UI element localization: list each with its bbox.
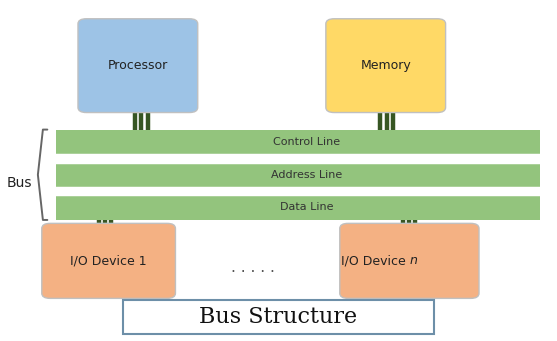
Text: Bus: Bus xyxy=(7,176,32,190)
Text: Processor: Processor xyxy=(108,59,168,72)
Text: Control Line: Control Line xyxy=(273,137,340,147)
Text: I/O Device 1: I/O Device 1 xyxy=(70,254,147,267)
Text: Memory: Memory xyxy=(360,59,411,72)
FancyBboxPatch shape xyxy=(78,19,198,113)
Text: Data Line: Data Line xyxy=(280,202,333,212)
FancyBboxPatch shape xyxy=(123,300,434,334)
FancyBboxPatch shape xyxy=(56,162,540,188)
FancyBboxPatch shape xyxy=(340,223,479,298)
Text: Bus Structure: Bus Structure xyxy=(199,306,358,328)
Text: . . . . .: . . . . . xyxy=(232,260,275,275)
FancyBboxPatch shape xyxy=(42,223,175,298)
Text: n: n xyxy=(409,254,417,267)
Text: I/O Device: I/O Device xyxy=(341,254,409,267)
FancyBboxPatch shape xyxy=(56,130,540,155)
FancyBboxPatch shape xyxy=(56,194,540,220)
FancyBboxPatch shape xyxy=(326,19,446,113)
Text: Address Line: Address Line xyxy=(271,170,342,180)
